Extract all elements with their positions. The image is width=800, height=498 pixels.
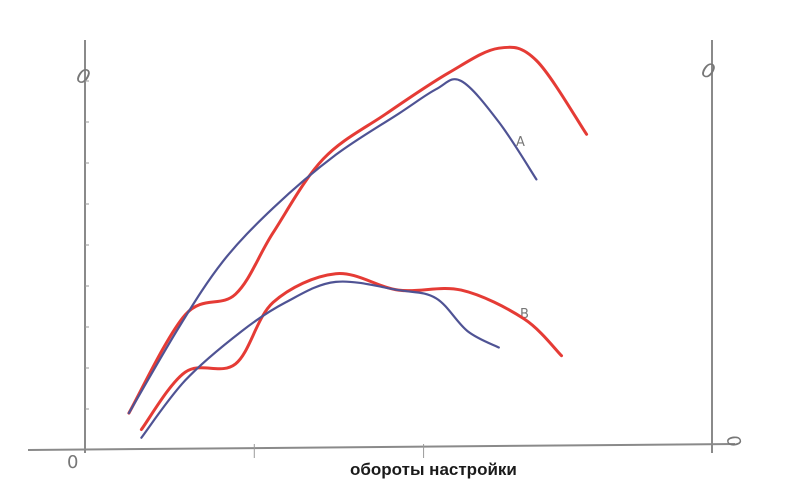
axis-ticks (85, 80, 425, 458)
chart-series (127, 45, 589, 439)
series-line-a-blue (127, 78, 538, 415)
y-axis-right-label: 0 (698, 57, 718, 84)
series-line-b-red (139, 272, 563, 431)
x-axis-title: обороты настройки (350, 460, 517, 479)
x-axis (27, 443, 736, 451)
curve-label-b: B (520, 307, 529, 322)
origin-label: 0 (67, 452, 78, 473)
series-line-a-red (127, 45, 589, 415)
curve-label-a: A (516, 135, 525, 150)
x-axis-end-label: 0 (721, 432, 745, 450)
series-line-b-blue (140, 280, 500, 439)
y-axis-left-label: 0 (73, 63, 93, 90)
